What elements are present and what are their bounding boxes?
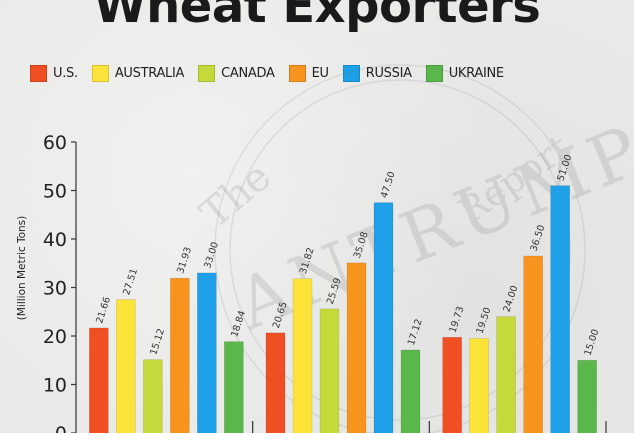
- y-tick-label: 50: [43, 181, 67, 203]
- bar-eu-group1: [170, 277, 190, 433]
- bar-eu-group3: [523, 255, 543, 433]
- bar-ukraine-group1: [224, 341, 244, 433]
- bar-australia-group2: [292, 278, 313, 433]
- legend-label: CANADA: [221, 65, 275, 81]
- bar-canada-group2: [319, 308, 340, 433]
- data-label: 19.73: [448, 305, 467, 334]
- bar-canada-group1: [143, 359, 163, 433]
- legend-label: UKRAINE: [448, 65, 504, 81]
- legend-label: RUSSIA: [365, 65, 412, 81]
- data-label: 27.51: [121, 267, 140, 296]
- data-label: 19.50: [475, 306, 494, 335]
- data-label: 36.50: [529, 224, 548, 253]
- legend-label: U.S.: [53, 65, 78, 81]
- legend-item-canada: CANADA: [198, 64, 275, 82]
- legend-swatch: [198, 64, 216, 82]
- bar-canada-group3: [496, 316, 516, 433]
- y-tick-label: 0: [55, 423, 67, 433]
- legend-item-australia: AUSTRALIA: [91, 64, 185, 82]
- data-label: 15.00: [583, 328, 602, 357]
- legend-swatch: [91, 64, 109, 82]
- data-label: 24.00: [502, 284, 521, 313]
- bar-russia-group1: [197, 272, 217, 433]
- data-label: 47.50: [379, 170, 398, 199]
- data-label: 33.00: [202, 241, 221, 270]
- data-label: 31.82: [298, 246, 317, 275]
- chart-title: Wheat Exporters: [93, 0, 541, 34]
- legend-label: EU: [311, 65, 329, 81]
- legend-swatch: [30, 64, 47, 82]
- data-label: 35.08: [352, 231, 371, 260]
- legend-swatch: [425, 64, 443, 82]
- data-label: 20.65: [271, 301, 290, 330]
- bar-ukraine-group2: [400, 349, 421, 433]
- data-label: 15.12: [148, 327, 167, 356]
- bar-us-group3: [442, 337, 462, 433]
- legend-swatch: [288, 64, 306, 82]
- legend-item-us: U.S.: [30, 64, 78, 82]
- bar-australia-group3: [469, 338, 489, 433]
- bar-eu-group2: [346, 262, 367, 433]
- bar-us-group2: [265, 332, 286, 433]
- legend: U.S. AUSTRALIA CANADA EU RUSSIA UKRAINE: [30, 62, 610, 84]
- data-label: 31.93: [175, 246, 194, 275]
- data-label: 18.84: [229, 309, 248, 338]
- legend-swatch: [342, 64, 360, 82]
- bar-russia-group3: [550, 185, 570, 433]
- bar-us-group1: [89, 327, 109, 433]
- bar-russia-group2: [373, 202, 394, 433]
- bar-ukraine-group3: [577, 359, 597, 433]
- data-label: 25.59: [325, 277, 344, 306]
- data-label: 21.66: [94, 296, 113, 325]
- legend-item-russia: RUSSIA: [342, 64, 412, 82]
- data-label: 17.12: [406, 318, 425, 347]
- y-tick-label: 30: [43, 278, 67, 300]
- bar-australia-group1: [116, 299, 136, 433]
- y-tick-label: 60: [43, 132, 67, 154]
- y-axis-label: (Million Metric Tons): [16, 216, 28, 321]
- legend-label: AUSTRALIA: [114, 65, 185, 81]
- data-label: 51.00: [556, 153, 575, 182]
- legend-item-ukraine: UKRAINE: [425, 64, 504, 82]
- y-tick-label: 10: [43, 375, 67, 397]
- y-tick-label: 40: [43, 229, 67, 251]
- legend-item-eu: EU: [288, 64, 329, 82]
- y-tick-label: 20: [43, 326, 67, 348]
